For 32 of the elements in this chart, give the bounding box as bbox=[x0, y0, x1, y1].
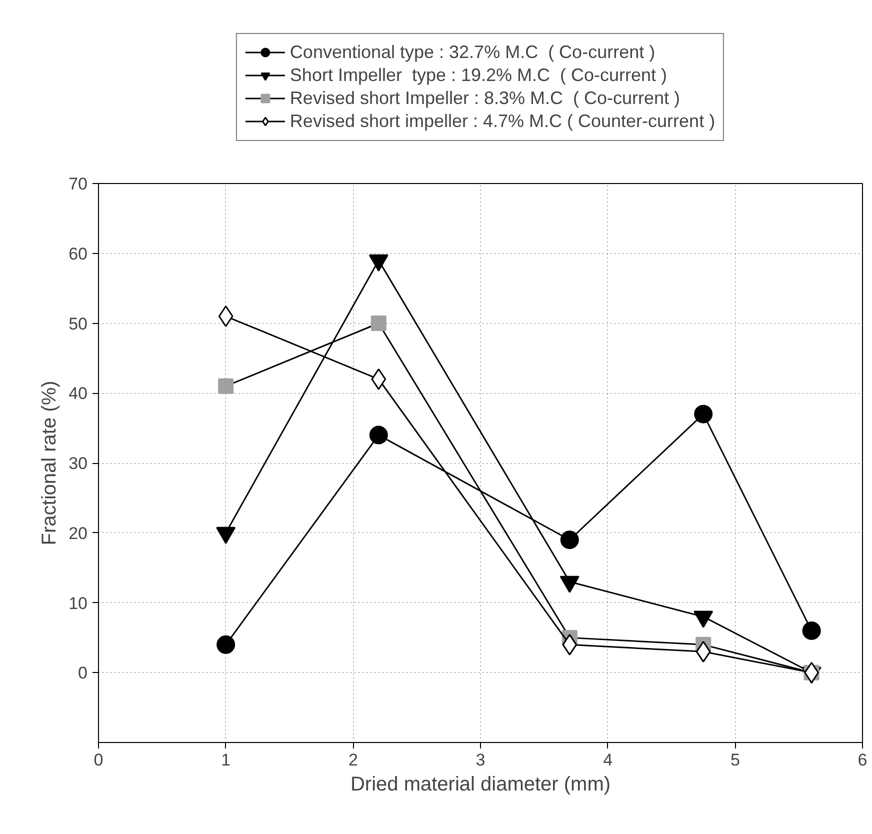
point bbox=[216, 635, 236, 654]
legend-label: Revised short impeller : 4.7% M.C ( Counter-current ) bbox=[290, 110, 716, 132]
y-axis-title: Fractional rate (%) bbox=[38, 380, 61, 546]
x-tick-label: 5 bbox=[730, 750, 740, 770]
y-tick-label: 0 bbox=[78, 664, 88, 683]
point bbox=[696, 640, 711, 662]
x-tick-label: 2 bbox=[348, 750, 358, 770]
legend-label: Short Impeller type : 19.2% M.C ( Co-current ) bbox=[290, 64, 668, 86]
x-tick-label: 3 bbox=[476, 750, 486, 770]
x-tick-label: 1 bbox=[221, 750, 231, 770]
y-tick-label: 50 bbox=[68, 314, 88, 334]
x-axis-title: Dried material diameter (mm) bbox=[350, 774, 611, 796]
y-tick-label: 10 bbox=[68, 594, 88, 613]
x-tick-label: 6 bbox=[858, 750, 868, 770]
y-tick-label: 60 bbox=[68, 244, 88, 264]
point bbox=[694, 404, 713, 424]
point bbox=[802, 621, 821, 640]
point bbox=[562, 634, 578, 656]
y-tick-label: 70 bbox=[68, 174, 88, 194]
point bbox=[218, 378, 234, 394]
point bbox=[560, 530, 579, 550]
legend-label: Revised short Impeller : 8.3% M.C ( Co-current ) bbox=[290, 88, 680, 108]
x-tick-label: 0 bbox=[94, 750, 104, 770]
x-tick-label: 4 bbox=[603, 750, 613, 770]
point bbox=[218, 306, 234, 328]
point bbox=[369, 426, 388, 444]
y-tick-label: 30 bbox=[68, 454, 88, 473]
point bbox=[371, 368, 386, 390]
point bbox=[370, 316, 386, 331]
y-tick-label: 40 bbox=[68, 384, 88, 404]
y-tick-label: 20 bbox=[68, 524, 88, 543]
legend-label: Conventional type : 32.7% M.C ( Co-current ) bbox=[290, 42, 656, 62]
